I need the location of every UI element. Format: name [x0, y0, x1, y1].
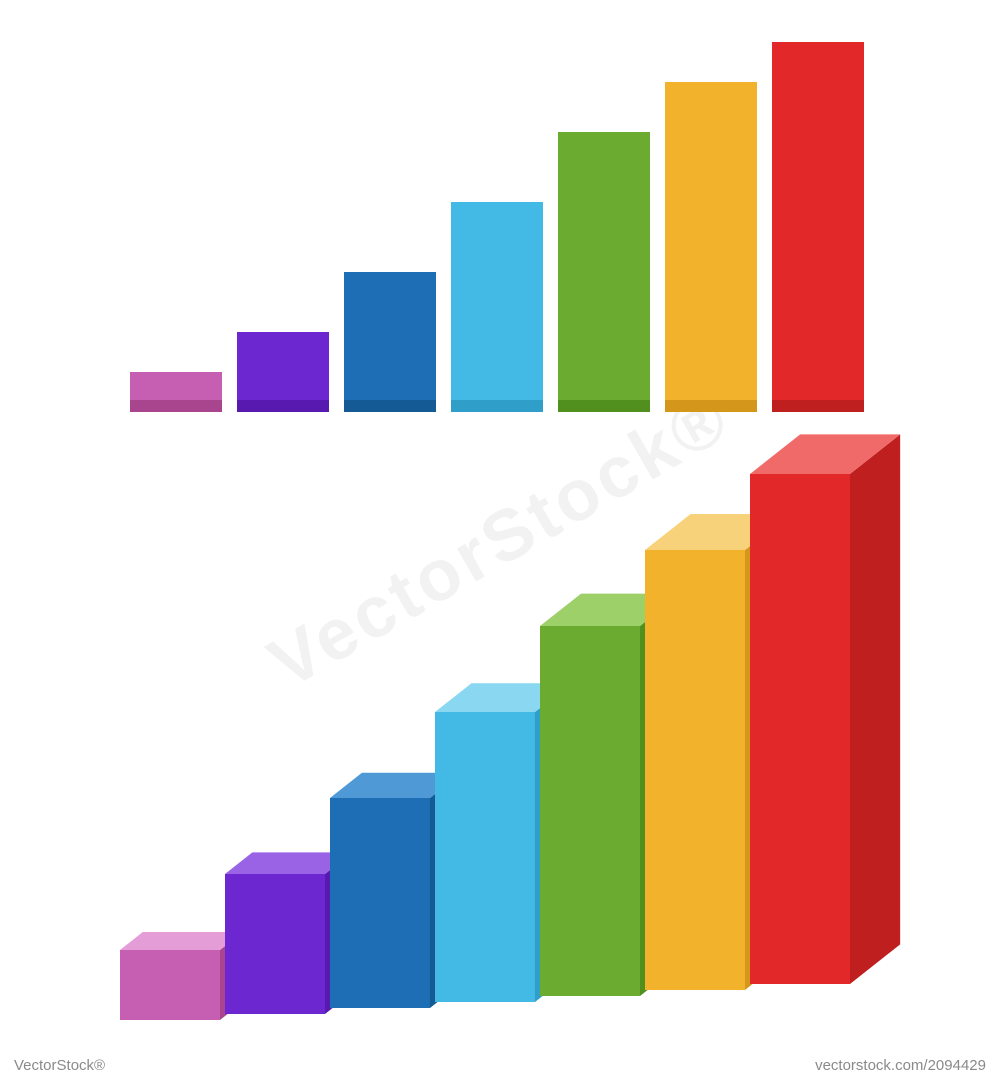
bottom-bar-6 — [750, 434, 900, 984]
bottom-bar-chart-3d — [0, 0, 1000, 1080]
bottom-bar-0 — [120, 932, 243, 1020]
footer-brand: VectorStock® — [14, 1057, 105, 1074]
chart-scene: VectorStock® VectorStock® vectorstock.co… — [0, 0, 1000, 1080]
footer: VectorStock® vectorstock.com/2094429 — [0, 1057, 1000, 1074]
footer-id: vectorstock.com/2094429 — [815, 1057, 986, 1074]
